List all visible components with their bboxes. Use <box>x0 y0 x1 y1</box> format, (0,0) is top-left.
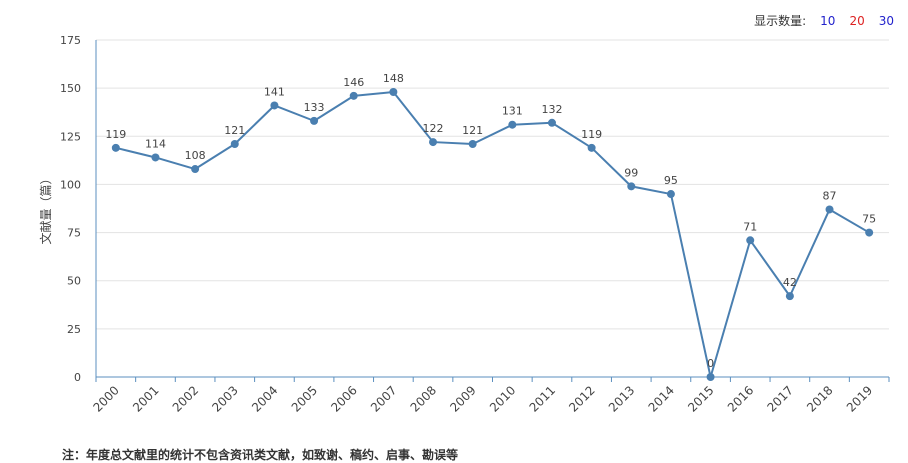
data-point <box>627 182 636 191</box>
x-tick-label: 2002 <box>170 383 201 414</box>
data-label: 122 <box>423 122 444 135</box>
data-point <box>468 139 477 148</box>
series-line <box>115 90 870 378</box>
data-point <box>151 153 160 162</box>
x-tick-label: 2014 <box>646 383 677 414</box>
data-label: 121 <box>224 124 245 137</box>
data-label: 75 <box>862 213 876 226</box>
data-point <box>270 101 279 110</box>
y-tick-label: 150 <box>60 82 81 95</box>
display-count-label: 显示数量: <box>754 14 807 28</box>
y-tick-label: 50 <box>67 275 81 288</box>
data-point <box>429 138 438 147</box>
data-label: 99 <box>624 166 638 179</box>
y-axis-title: 文献量（篇） <box>38 172 53 244</box>
display-count-option-30[interactable]: 30 <box>878 13 894 28</box>
data-label: 131 <box>502 105 523 118</box>
x-tick-label: 2008 <box>408 383 439 414</box>
data-point <box>785 292 794 301</box>
data-label: 148 <box>383 72 404 85</box>
display-count-option-20[interactable]: 20 <box>849 13 865 28</box>
x-tick-label: 2017 <box>764 383 795 414</box>
data-point <box>706 373 715 381</box>
x-tick-label: 2015 <box>685 383 716 414</box>
data-point <box>310 116 319 125</box>
data-point <box>230 139 239 148</box>
data-label: 121 <box>462 124 483 137</box>
x-tick-label: 2009 <box>447 383 478 414</box>
data-point <box>825 205 834 214</box>
data-label: 119 <box>105 128 126 141</box>
data-label: 108 <box>185 149 206 162</box>
data-point <box>547 118 556 127</box>
x-tick-label: 2000 <box>90 383 121 414</box>
x-tick-label: 2013 <box>606 383 637 414</box>
x-tick-label: 2005 <box>289 383 320 414</box>
data-label: 114 <box>145 137 166 150</box>
data-point <box>865 228 874 237</box>
data-point <box>111 143 120 152</box>
x-tick-label: 2011 <box>527 383 558 414</box>
data-point <box>349 91 358 100</box>
x-tick-label: 2004 <box>249 383 280 414</box>
x-tick-label: 2006 <box>328 383 359 414</box>
x-tick-label: 2018 <box>804 383 835 414</box>
data-label: 119 <box>581 128 602 141</box>
data-label: 133 <box>304 101 325 114</box>
x-tick-label: 2001 <box>130 383 161 414</box>
x-tick-label: 2010 <box>487 383 518 414</box>
y-tick-label: 175 <box>60 34 81 47</box>
data-point <box>666 190 675 199</box>
y-tick-label: 25 <box>67 323 81 336</box>
data-label: 0 <box>707 357 714 370</box>
line-chart: 0 25 50 75 100 125 150 175 2000 2001 2002 2003 2004 2… <box>38 34 890 415</box>
display-count-control: 显示数量: 10 20 30 <box>754 12 894 29</box>
data-label: 71 <box>743 220 757 233</box>
data-point <box>746 236 755 245</box>
data-point <box>389 87 398 96</box>
data-label: 95 <box>664 174 678 187</box>
y-tick-label: 125 <box>60 130 81 143</box>
data-point <box>191 165 200 174</box>
x-tick-label: 2012 <box>566 383 597 414</box>
y-tick-label: 75 <box>67 227 81 240</box>
x-tick-label: 2016 <box>725 383 756 414</box>
data-label: 146 <box>343 76 364 89</box>
data-label: 141 <box>264 85 285 98</box>
chart-footnote: 注：年度总文献里的统计不包含资讯类文献，如致谢、稿约、启事、勘误等 <box>62 448 459 462</box>
x-tick-label: 2007 <box>368 383 399 414</box>
x-tick-label: 2003 <box>209 383 240 414</box>
data-label: 87 <box>823 189 837 202</box>
y-tick-label: 100 <box>60 178 81 191</box>
data-point <box>508 120 517 129</box>
x-tick-label: 2019 <box>844 383 875 414</box>
y-tick-label: 0 <box>74 371 81 384</box>
data-label: 132 <box>541 103 562 116</box>
display-count-option-10[interactable]: 10 <box>820 13 836 28</box>
data-label: 42 <box>783 276 797 289</box>
data-point <box>587 143 596 152</box>
